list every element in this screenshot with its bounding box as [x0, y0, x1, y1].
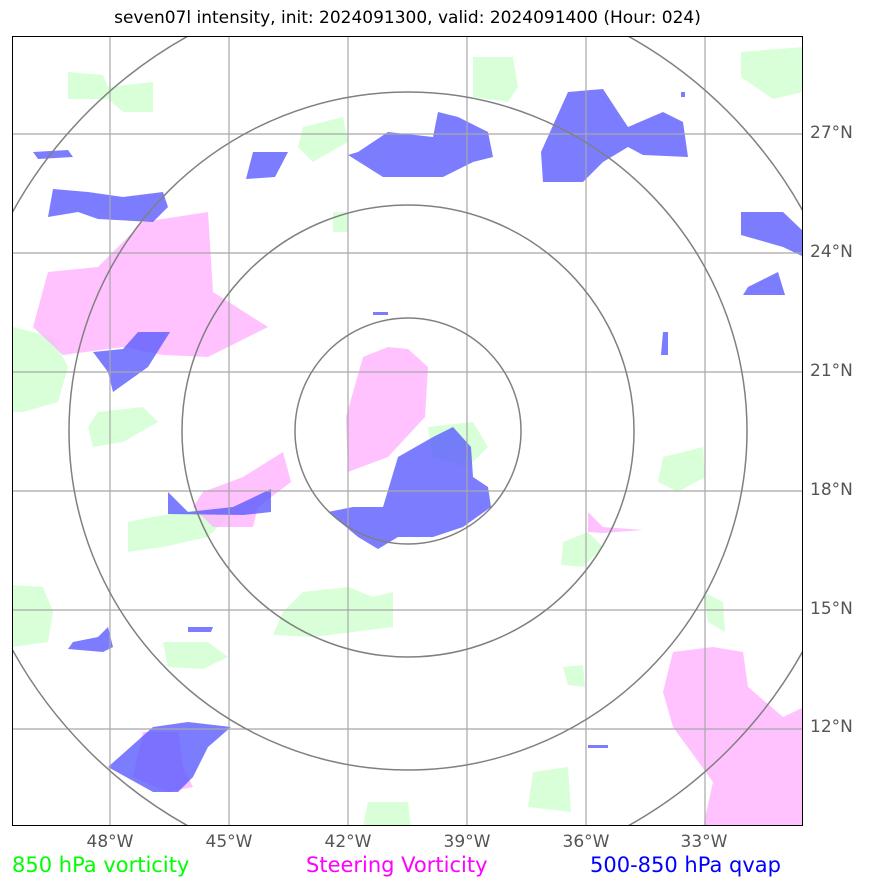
- lon-label-36w: 36°W: [562, 832, 610, 852]
- legend-qvap: 500-850 hPa qvap: [590, 853, 781, 877]
- vorticity-850-layer: [13, 47, 802, 825]
- steering-vorticity-layer: [33, 212, 802, 825]
- map-panel: [12, 36, 803, 826]
- lat-label-21n: 21°N: [810, 361, 853, 381]
- lon-label-45w: 45°W: [205, 832, 253, 852]
- lat-label-27n: 27°N: [810, 123, 853, 143]
- lat-lon-grid: [13, 37, 802, 825]
- lon-label-33w: 33°W: [680, 832, 728, 852]
- lat-label-24n: 24°N: [810, 242, 853, 262]
- legend-850-vorticity: 850 hPa vorticity: [12, 853, 190, 877]
- range-ring-1: [294, 317, 522, 545]
- lon-label-39w: 39°W: [443, 832, 491, 852]
- lon-label-42w: 42°W: [324, 832, 372, 852]
- qvap-layer: [33, 89, 802, 792]
- lat-label-12n: 12°N: [810, 717, 853, 737]
- lat-label-15n: 15°N: [810, 599, 853, 619]
- lon-label-48w: 48°W: [86, 832, 134, 852]
- range-rings: [13, 37, 802, 825]
- range-ring-3: [68, 91, 748, 771]
- map-title: seven07l intensity, init: 2024091300, va…: [114, 8, 701, 28]
- legend-steering-vorticity: Steering Vorticity: [306, 853, 488, 877]
- lat-label-18n: 18°N: [810, 480, 853, 500]
- map-canvas: [13, 37, 802, 825]
- range-ring-2: [181, 204, 635, 658]
